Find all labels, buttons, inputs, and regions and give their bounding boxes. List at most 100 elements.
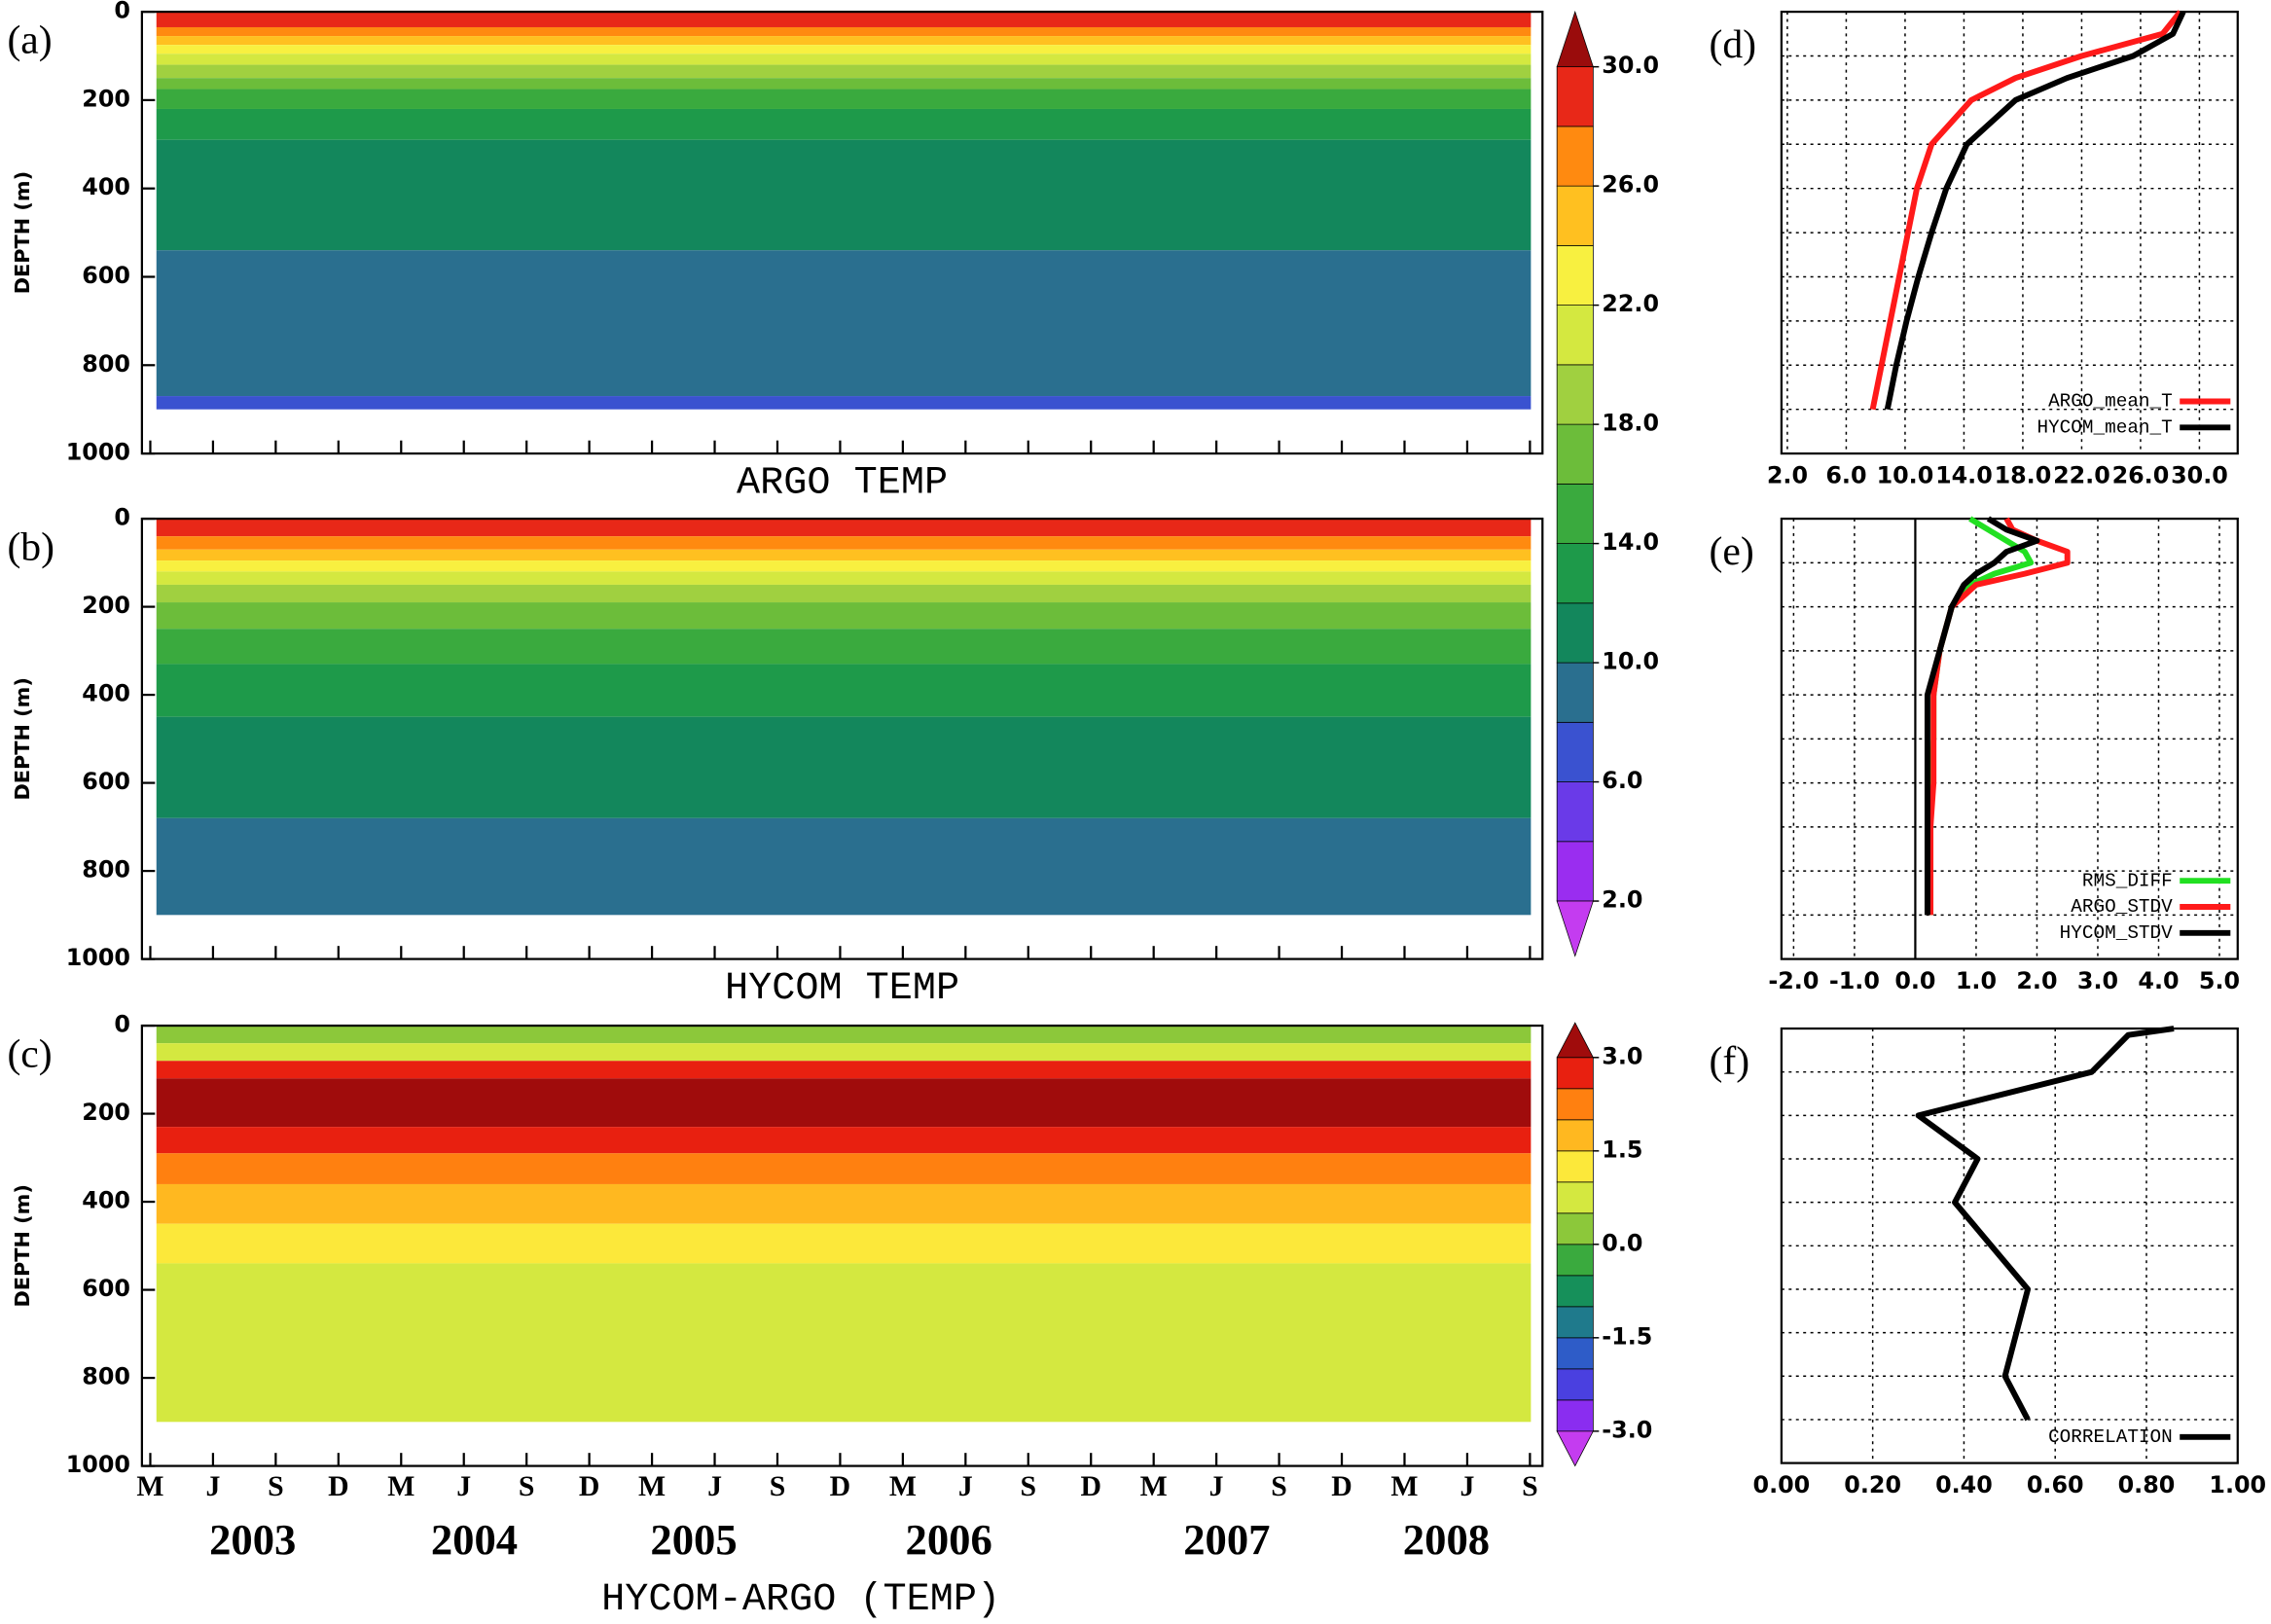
contour-band	[156, 602, 1532, 630]
colorbar-bin	[1556, 1212, 1594, 1245]
contour-band	[156, 1078, 1532, 1128]
y-axis-label: DEPTH (m)	[11, 1184, 34, 1307]
colorbar-bin	[1556, 1368, 1594, 1401]
contour-band	[156, 817, 1532, 916]
colorbar-bin	[1556, 1399, 1594, 1432]
x-tick-label: -1.0	[1829, 967, 1880, 994]
year-label: 2006	[906, 1515, 992, 1564]
x-tick-label: S	[1020, 1470, 1036, 1502]
x-tick-label: M	[638, 1470, 666, 1502]
y-tick-label: 0	[114, 504, 130, 531]
panel-label: (a)	[7, 18, 52, 62]
contour-band	[156, 396, 1532, 410]
colorbar-bin	[1556, 1150, 1594, 1183]
x-tick-label: 2.0	[2016, 967, 2057, 994]
colorbar-extend-low	[1556, 900, 1594, 957]
contour-band	[156, 1127, 1532, 1154]
colorbar-extend-low	[1556, 1430, 1594, 1467]
contour-band	[156, 1061, 1532, 1079]
colorbar-bin	[1556, 66, 1594, 127]
colorbar-bin	[1556, 1088, 1594, 1121]
x-tick-label: 0.0	[1894, 967, 1935, 994]
x-tick-label: 18.0	[1995, 461, 2052, 488]
legend-label: RMS_DIFF	[2082, 870, 2173, 891]
colorbar-bin	[1556, 483, 1594, 544]
x-tick-label: 14.0	[1935, 461, 1993, 488]
year-label: 2005	[650, 1515, 737, 1564]
y-tick-label: 400	[82, 173, 130, 200]
contour-band	[156, 45, 1532, 54]
contour-band	[156, 536, 1532, 550]
x-tick-label: 30.0	[2171, 461, 2228, 488]
contour-band	[156, 64, 1532, 79]
contour-band	[156, 78, 1532, 90]
legend-label: ARGO_mean_T	[2048, 391, 2173, 413]
colorbar-bin	[1556, 1119, 1594, 1152]
y-tick-label: 400	[82, 1187, 130, 1214]
panel-label: (e)	[1709, 529, 1753, 574]
x-tick-label: 26.0	[2112, 461, 2170, 488]
contour-band	[156, 36, 1532, 46]
x-tick-label: 0.00	[1753, 1471, 1811, 1498]
x-tick-label: S	[519, 1470, 535, 1502]
panel-title: HYCOM-ARGO (TEMP)	[601, 1578, 1000, 1622]
plot-frame	[1780, 10, 2239, 455]
x-tick-label: 10.0	[1877, 461, 1934, 488]
colorbar-tick-label: -3.0	[1602, 1416, 1652, 1443]
y-tick-label: 800	[82, 856, 130, 884]
contour-band	[156, 571, 1532, 585]
colorbar-extend-high	[1556, 1022, 1594, 1059]
colorbar-bin	[1556, 305, 1594, 366]
x-tick-label: J	[1460, 1470, 1474, 1502]
contour-band	[156, 26, 1532, 37]
colorbar-tick-label: 6.0	[1602, 767, 1642, 794]
contour-band	[156, 1026, 1532, 1044]
x-tick-label: M	[387, 1470, 415, 1502]
x-tick-label: 1.0	[1956, 967, 1997, 994]
contour-band	[156, 629, 1532, 665]
colorbar-bin	[1556, 1306, 1594, 1339]
contour-band	[156, 12, 1532, 27]
y-tick-label: 200	[82, 1099, 130, 1126]
contour-band	[156, 519, 1532, 537]
x-tick-label: 0.60	[2027, 1471, 2084, 1498]
x-tick-label: S	[1271, 1470, 1287, 1502]
x-tick-label: D	[328, 1470, 349, 1502]
y-tick-label: 400	[82, 680, 130, 707]
y-tick-label: 200	[82, 85, 130, 112]
colorbar-tick-label: 22.0	[1602, 290, 1659, 317]
x-tick-label: 1.00	[2209, 1471, 2266, 1498]
contour-band	[156, 1043, 1532, 1062]
colorbar-bin	[1556, 662, 1594, 723]
contour-band	[156, 108, 1532, 140]
y-axis-label: DEPTH (m)	[11, 171, 34, 294]
y-tick-label: 1000	[66, 944, 130, 971]
colorbar-bin	[1556, 543, 1594, 604]
year-label: 2008	[1403, 1515, 1490, 1564]
plot-frame	[140, 517, 1544, 960]
x-tick-label: M	[136, 1470, 163, 1502]
y-tick-label: 800	[82, 350, 130, 378]
colorbar-bin	[1556, 781, 1594, 843]
colorbar-bin	[1556, 1275, 1594, 1308]
colorbar-bin	[1556, 1337, 1594, 1370]
x-tick-label: 4.0	[2138, 967, 2179, 994]
x-tick-label: J	[456, 1470, 471, 1502]
contour-band	[156, 250, 1532, 397]
colorbar-tick-label: 14.0	[1602, 528, 1659, 556]
plot-frame	[140, 1024, 1544, 1467]
profile-line	[1928, 517, 2071, 916]
contour-band	[156, 1153, 1532, 1184]
year-label: 2007	[1183, 1515, 1270, 1564]
colorbar-extend-high	[1556, 10, 1594, 68]
colorbar-bin	[1556, 185, 1594, 246]
x-tick-label: -2.0	[1768, 967, 1819, 994]
panel-label: (c)	[7, 1031, 52, 1076]
panel-title: HYCOM TEMP	[725, 967, 959, 1011]
panel-title: ARGO TEMP	[737, 461, 948, 505]
plot-frame	[1780, 517, 2239, 960]
x-tick-label: J	[205, 1470, 220, 1502]
y-tick-label: 1000	[66, 1451, 130, 1478]
colorbar-tick-label: -1.5	[1602, 1322, 1652, 1350]
panel-label: (f)	[1709, 1039, 1749, 1084]
